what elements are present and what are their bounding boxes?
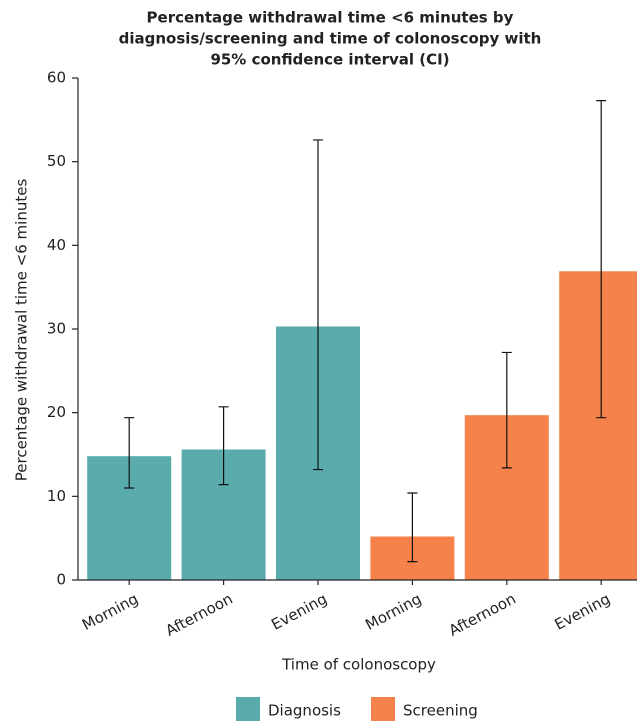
error-bar	[218, 406, 229, 486]
chart-title: 95% confidence interval (CI)	[210, 51, 449, 69]
x-tick-label: Afternoon	[163, 590, 236, 640]
error-bar	[596, 99, 607, 419]
error-bar	[407, 492, 418, 563]
y-axis-title: Percentage withdrawal time <6 minutes	[13, 179, 31, 482]
error-bar	[313, 139, 323, 471]
y-tick-label: 20	[47, 403, 66, 421]
y-tick-label: 50	[47, 152, 66, 170]
y-tick-label: 0	[56, 571, 66, 589]
legend-swatch	[371, 697, 395, 721]
x-tick-label: Morning	[362, 590, 424, 634]
x-axis-title: Time of colonoscopy	[281, 656, 436, 674]
y-tick-label: 10	[47, 487, 66, 505]
error-bar	[501, 351, 512, 469]
x-tick-label: Evening	[552, 590, 614, 634]
legend-label: Screening	[403, 702, 478, 720]
x-tick-label: Evening	[268, 590, 330, 634]
bar	[559, 271, 637, 580]
x-tick-label: Afternoon	[446, 590, 519, 640]
legend-label: Diagnosis	[268, 702, 341, 720]
y-tick-label: 30	[47, 320, 66, 338]
chart-title: Percentage withdrawal time <6 minutes by	[147, 9, 514, 27]
legend-swatch	[236, 697, 260, 721]
error-bar	[124, 417, 135, 489]
chart-title: diagnosis/screening and time of colonosc…	[119, 30, 542, 48]
y-tick-label: 60	[47, 69, 66, 87]
y-tick-label: 40	[47, 236, 66, 254]
x-tick-label: Morning	[79, 590, 141, 634]
